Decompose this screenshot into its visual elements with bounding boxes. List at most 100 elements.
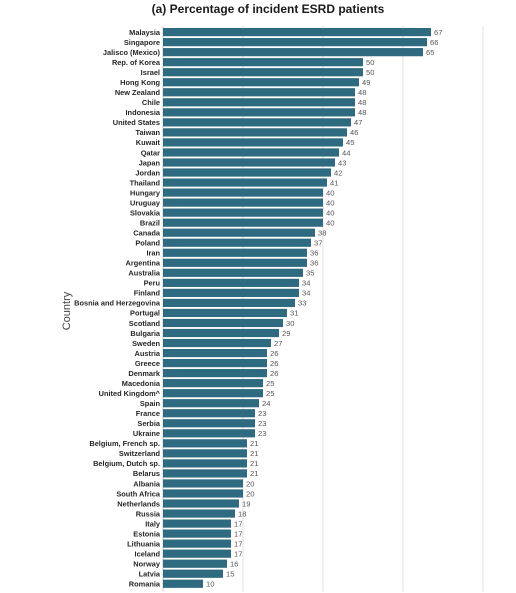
bar bbox=[163, 88, 355, 97]
value-label: 20 bbox=[246, 489, 254, 498]
category-label: Hong Kong bbox=[120, 78, 160, 87]
bars bbox=[163, 28, 431, 588]
value-label: 26 bbox=[270, 359, 278, 368]
category-label: Iceland bbox=[135, 549, 161, 558]
value-label: 21 bbox=[250, 469, 258, 478]
category-label: Australia bbox=[128, 269, 161, 278]
value-label: 36 bbox=[310, 259, 318, 268]
bar bbox=[163, 409, 255, 418]
category-label: Argentina bbox=[126, 259, 161, 268]
category-label: Iran bbox=[146, 249, 160, 258]
category-label: Belarus bbox=[133, 469, 160, 478]
bar bbox=[163, 158, 335, 167]
value-label: 25 bbox=[266, 389, 274, 398]
category-label: Taiwan bbox=[135, 128, 160, 137]
category-label: South Africa bbox=[116, 489, 161, 498]
value-label: 19 bbox=[242, 499, 250, 508]
category-label: Rep. of Korea bbox=[112, 58, 161, 67]
value-label: 50 bbox=[366, 58, 374, 67]
value-label: 17 bbox=[234, 539, 242, 548]
category-label: Denmark bbox=[128, 369, 161, 378]
category-label: Lithuania bbox=[127, 539, 161, 548]
value-label: 47 bbox=[354, 118, 362, 127]
category-label: Singapore bbox=[124, 38, 160, 47]
value-label: 46 bbox=[350, 128, 358, 137]
value-label: 25 bbox=[266, 379, 274, 388]
category-label: Switzerland bbox=[119, 449, 161, 458]
value-label: 36 bbox=[310, 249, 318, 258]
category-label: Poland bbox=[135, 239, 160, 248]
bar bbox=[163, 128, 347, 137]
bar bbox=[163, 399, 259, 408]
bar bbox=[163, 28, 431, 37]
bar bbox=[163, 238, 311, 247]
value-label: 17 bbox=[234, 549, 242, 558]
bar bbox=[163, 278, 299, 287]
value-label: 35 bbox=[306, 269, 314, 278]
bar bbox=[163, 358, 267, 368]
bar bbox=[163, 379, 263, 388]
bar bbox=[163, 369, 267, 378]
category-label: Qatar bbox=[141, 148, 160, 157]
bar bbox=[163, 258, 307, 267]
category-label: Jalisco (Mexico) bbox=[103, 48, 161, 57]
value-label: 44 bbox=[342, 148, 350, 157]
category-label: New Zealand bbox=[115, 88, 161, 97]
category-label: Sweden bbox=[132, 339, 160, 348]
category-label: Peru bbox=[144, 279, 161, 288]
bar bbox=[163, 469, 247, 478]
value-label: 45 bbox=[346, 138, 354, 147]
category-label: Malaysia bbox=[129, 28, 161, 37]
value-label: 27 bbox=[274, 339, 282, 348]
value-label: 10 bbox=[206, 580, 214, 589]
chart-title: (a) Percentage of incident ESRD patients bbox=[152, 2, 385, 16]
value-label: 16 bbox=[230, 559, 238, 568]
category-label: Hungary bbox=[130, 188, 161, 197]
value-label: 18 bbox=[238, 509, 246, 518]
value-label: 37 bbox=[314, 239, 322, 248]
value-label: 17 bbox=[234, 529, 242, 538]
value-label: 48 bbox=[358, 98, 366, 107]
category-label: Chile bbox=[142, 98, 160, 107]
category-label: Kuwait bbox=[136, 138, 161, 147]
category-label: Ukraine bbox=[133, 429, 160, 438]
value-label: 42 bbox=[334, 168, 342, 177]
category-label: France bbox=[136, 409, 160, 418]
value-label: 26 bbox=[270, 369, 278, 378]
bar bbox=[163, 38, 427, 47]
value-label: 31 bbox=[290, 309, 298, 318]
bar bbox=[163, 389, 263, 398]
bar bbox=[163, 419, 255, 428]
value-label: 34 bbox=[302, 289, 310, 298]
bar bbox=[163, 499, 239, 508]
bar bbox=[163, 188, 323, 197]
category-label: Belgium, Dutch sp. bbox=[93, 459, 160, 468]
bar bbox=[163, 328, 279, 338]
category-label: Jordan bbox=[135, 168, 160, 177]
value-label: 23 bbox=[258, 409, 266, 418]
bar bbox=[163, 579, 203, 588]
bar bbox=[163, 48, 423, 57]
bar bbox=[163, 138, 343, 147]
value-label: 48 bbox=[358, 108, 366, 117]
category-label: Thailand bbox=[130, 178, 161, 187]
bar bbox=[163, 338, 271, 348]
value-label: 41 bbox=[330, 178, 338, 187]
category-label: Norway bbox=[133, 559, 161, 568]
value-label: 38 bbox=[318, 229, 326, 238]
bar bbox=[163, 489, 243, 498]
bar bbox=[163, 228, 315, 237]
bar bbox=[163, 559, 227, 568]
value-label: 40 bbox=[326, 208, 334, 217]
bar bbox=[163, 569, 223, 578]
value-label: 40 bbox=[326, 218, 334, 227]
value-label: 30 bbox=[286, 319, 294, 328]
value-label: 15 bbox=[226, 570, 234, 579]
category-label: Netherlands bbox=[117, 499, 160, 508]
category-label: Bosnia and Herzegovina bbox=[74, 299, 161, 308]
value-label: 24 bbox=[262, 399, 270, 408]
bar bbox=[163, 529, 231, 538]
bar bbox=[163, 168, 331, 177]
category-label: Romania bbox=[129, 580, 161, 589]
